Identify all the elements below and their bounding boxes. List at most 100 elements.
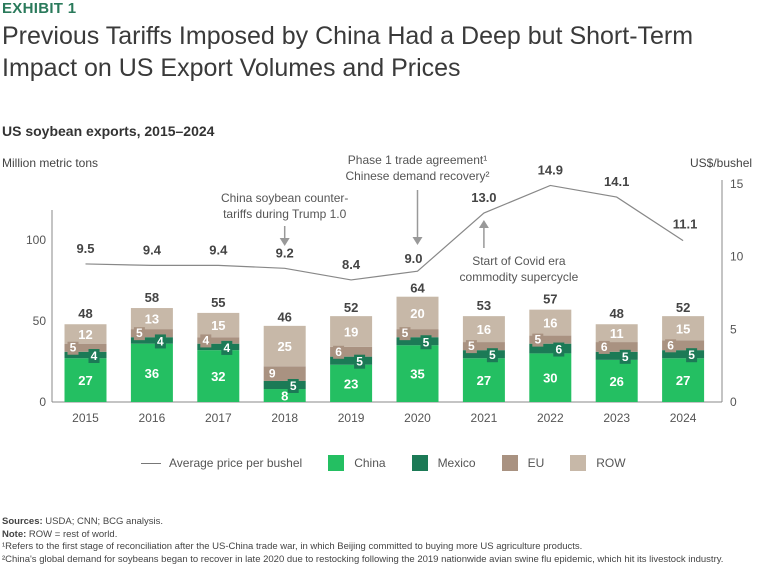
bar-total-label: 48: [78, 306, 92, 321]
bar-segment-eu: [330, 346, 373, 357]
eu-label-box: [333, 345, 345, 359]
arrow-down-icon: [412, 237, 423, 245]
x-tick-label: 2015: [72, 411, 99, 425]
segment-label: 13: [145, 312, 159, 327]
x-tick-label: 2017: [205, 411, 232, 425]
bar-segment-row: [130, 308, 173, 330]
annotation-2021: Start of Covid era commodity supercycle: [439, 253, 599, 285]
note-line: Note: ROW = rest of world.: [2, 529, 762, 542]
eu-label-box: [665, 339, 677, 353]
bar-segment-china: [197, 350, 240, 402]
bar-total-label: 48: [609, 306, 623, 321]
legend-swatch-eu: [501, 455, 518, 471]
segment-label: 27: [78, 373, 92, 388]
bar-segment-row: [462, 316, 505, 343]
left-axis-label: Million metric tons: [2, 156, 99, 170]
note-text: ROW = rest of world.: [26, 528, 118, 540]
bar-segment-row: [64, 324, 107, 344]
sources-label: Sources:: [2, 516, 43, 527]
segment-label: 36: [145, 366, 159, 381]
bar-segment-mexico: [263, 380, 306, 390]
left-tick-label: 50: [33, 314, 47, 328]
bar-segment-mexico: [462, 350, 505, 359]
bar-segment-china: [529, 353, 572, 402]
segment-label: 5: [356, 355, 363, 369]
bar-segment-eu: [197, 337, 240, 344]
chart-canvas: 0501000510152745124820153645135820163244…: [26, 162, 744, 425]
sources-line: Sources: USDA; CNN; BCG analysis.: [2, 516, 762, 529]
bar-segment-row: [529, 309, 572, 336]
bar-segment-eu: [529, 335, 572, 344]
segment-label: 5: [136, 326, 143, 340]
x-tick-label: 2021: [471, 411, 498, 425]
eu-label-box: [67, 341, 79, 355]
bar-total-label: 57: [543, 292, 557, 307]
right-tick-label: 0: [730, 395, 737, 409]
mexico-label-box: [486, 348, 498, 363]
segment-label: 6: [601, 340, 608, 354]
legend-label: Mexico: [437, 456, 476, 470]
right-tick-label: 5: [730, 322, 737, 336]
mexico-label-box: [553, 342, 565, 357]
legend-swatch-row: [570, 455, 587, 471]
bar-segment-row: [396, 296, 439, 330]
legend-item-china: China: [328, 455, 386, 471]
mexico-label-box: [287, 378, 299, 393]
segment-label: 23: [344, 376, 358, 391]
bar-segment-eu: [662, 340, 705, 351]
segment-label: 5: [468, 339, 475, 353]
legend-item-eu: EU: [501, 455, 544, 471]
bar-segment-china: [462, 358, 505, 402]
annotation-2018: China soybean counter-tariffs during Tru…: [220, 190, 350, 222]
price-label: 11.1: [673, 217, 698, 232]
annotation-text: Chinese demand recovery²: [345, 169, 490, 183]
mexico-label-box: [420, 335, 432, 350]
eu-label-box: [266, 367, 278, 381]
eu-label-box: [465, 340, 477, 354]
legend-swatch-china: [328, 455, 345, 471]
x-tick-label: 2019: [338, 411, 365, 425]
eu-label-box: [532, 333, 544, 347]
price-label: 8.4: [342, 257, 361, 272]
bar-segment-eu: [64, 343, 107, 352]
bar-total-label: 52: [676, 300, 690, 315]
arrow-up-icon: [478, 220, 489, 228]
mexico-label-box: [221, 340, 233, 355]
footnote-1: ¹Refers to the first stage of reconcilia…: [2, 541, 583, 552]
segment-label: 15: [211, 318, 225, 333]
bar-total-label: 64: [410, 280, 425, 295]
x-tick-label: 2024: [670, 411, 697, 425]
legend-item-mexico: Mexico: [411, 455, 476, 471]
segment-label: 6: [667, 338, 674, 352]
bar-segment-china: [396, 345, 439, 402]
legend-swatch-mexico: [411, 455, 428, 471]
bar-segment-mexico: [396, 337, 439, 346]
segment-label: 5: [622, 350, 629, 364]
bar-segment-row: [330, 316, 373, 347]
exhibit-label: EXHIBIT 1: [2, 0, 77, 17]
title-line-2: Impact on US Export Volumes and Prices: [2, 54, 461, 82]
eu-label-box: [598, 340, 610, 354]
segment-label: 35: [410, 367, 424, 382]
annotation-text: commodity supercycle: [459, 270, 579, 284]
eu-label-box: [399, 327, 411, 341]
segment-label: 5: [534, 333, 541, 347]
segment-label: 5: [402, 326, 409, 340]
x-tick-label: 2016: [139, 411, 166, 425]
price-line: [85, 184, 684, 281]
bar-segment-mexico: [330, 356, 373, 365]
annotation-text: China soybean counter-: [220, 191, 349, 205]
segment-label: 19: [344, 325, 358, 340]
segment-label: 20: [410, 306, 424, 321]
price-label: 14.9: [538, 162, 563, 177]
segment-label: 8: [281, 389, 288, 404]
right-axis-label: US$/bushel: [690, 156, 753, 170]
segment-label: 4: [91, 349, 98, 363]
price-label: 9.0: [404, 251, 422, 266]
segment-label: 27: [477, 373, 491, 388]
chart-title: Previous Tariffs Imposed by China Had a …: [2, 20, 762, 84]
segment-label: 4: [157, 334, 164, 348]
bar-segment-mexico: [130, 337, 173, 344]
eu-label-box: [200, 334, 212, 348]
segment-label: 4: [223, 341, 230, 355]
